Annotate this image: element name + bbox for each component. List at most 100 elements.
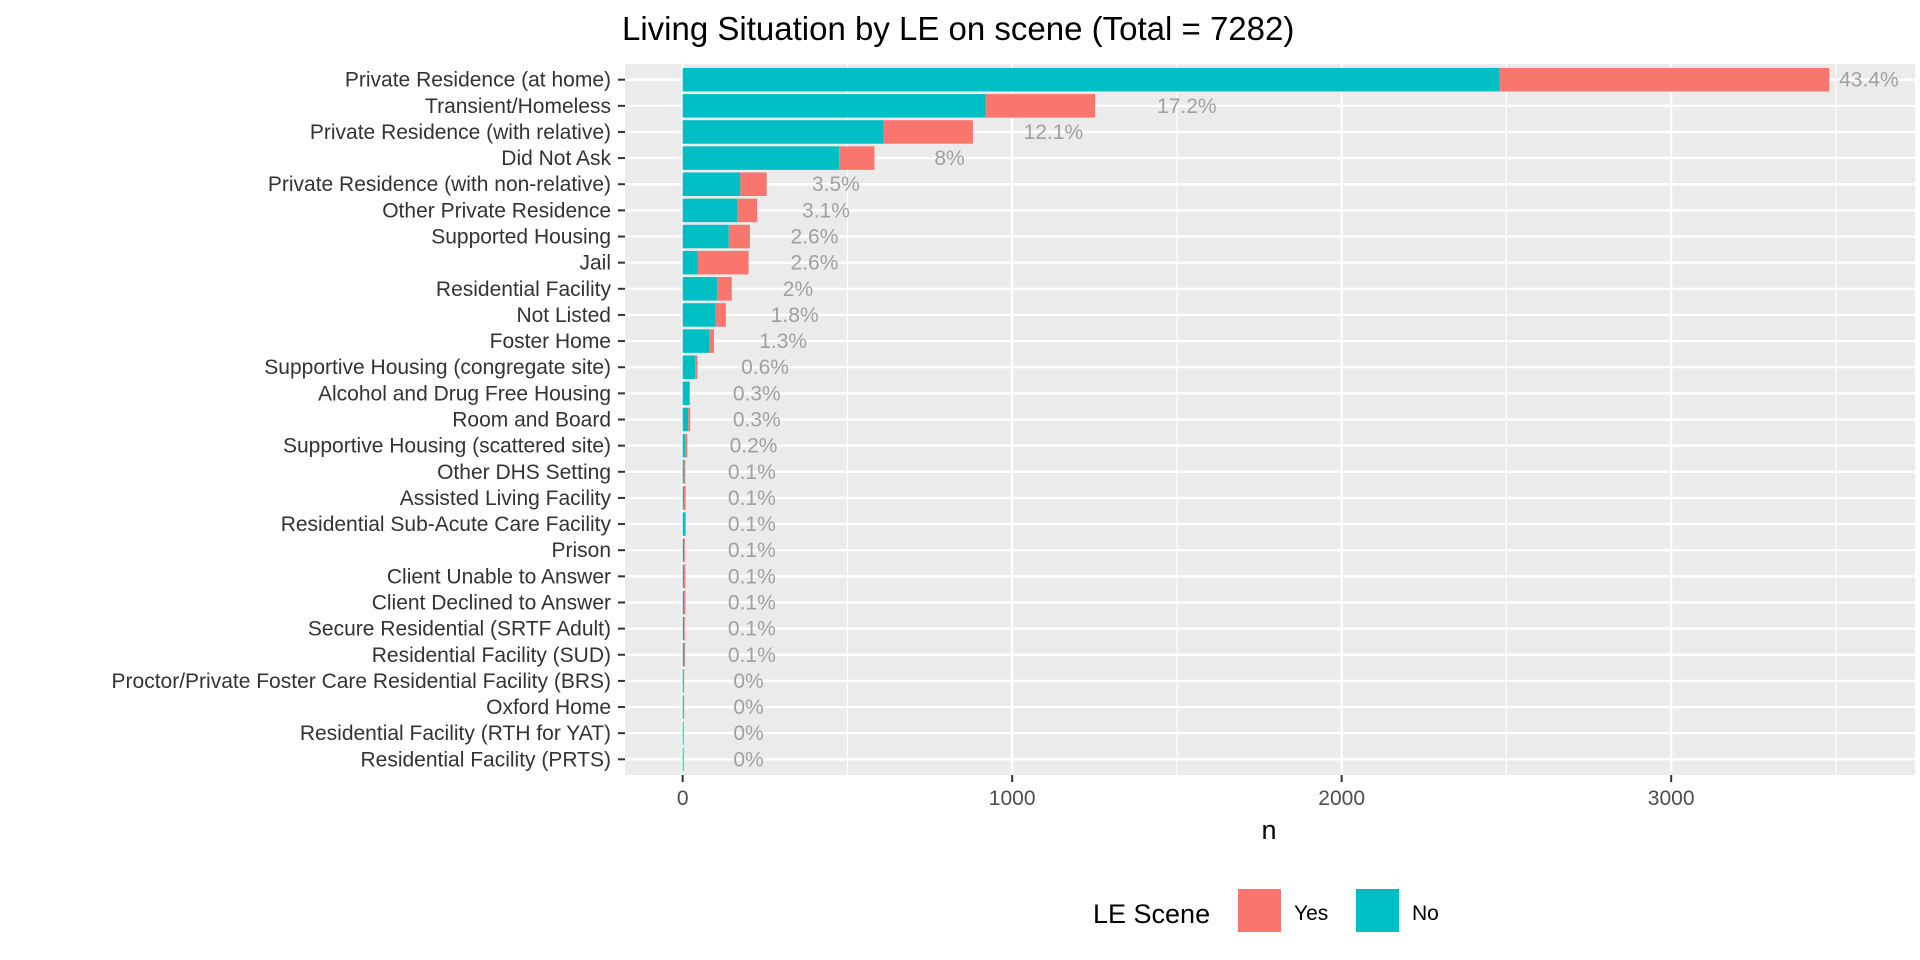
bar-no	[682, 146, 840, 170]
category-label: Residential Facility (RTH for YAT)	[300, 722, 611, 745]
category-label: Other DHS Setting	[437, 461, 611, 484]
bar-no	[682, 355, 696, 379]
pct-label: 0.1%	[728, 565, 776, 588]
chart-title: Living Situation by LE on scene (Total =…	[622, 10, 1294, 47]
bar-yes	[683, 538, 685, 562]
category-label: Prison	[551, 539, 611, 562]
x-tick-label: 1000	[989, 787, 1036, 810]
bar-no	[682, 642, 685, 667]
bar-no	[682, 616, 684, 641]
category-label: Supportive Housing (scattered site)	[283, 435, 611, 458]
pct-label: 0.2%	[730, 435, 778, 458]
legend-label-no: No	[1412, 902, 1439, 925]
bar-yes	[709, 329, 714, 353]
bar-no	[682, 250, 698, 275]
pct-label: 0.1%	[728, 644, 776, 667]
bar-no	[682, 564, 684, 589]
percentage-labels: 43.4% 17.2% 12.1% 8% 3.5% 3.1% 2.6% 2.6% 2% 1.8% 1…	[728, 69, 1899, 772]
category-label: Not Listed	[516, 304, 611, 327]
bar-yes	[683, 695, 685, 719]
category-label: Client Declined to Answer	[372, 591, 611, 614]
bar-yes	[715, 303, 726, 327]
category-label: Residential Facility (SUD)	[372, 644, 611, 667]
bar-yes	[1499, 67, 1830, 92]
bar-yes	[695, 355, 698, 379]
bar-yes	[689, 381, 691, 406]
category-label: Transient/Homeless	[425, 95, 611, 118]
bar-yes	[697, 250, 749, 275]
bar-yes	[683, 564, 686, 589]
bar-no	[682, 407, 689, 432]
pct-label: 0.3%	[733, 409, 781, 432]
x-tick-label: 2000	[1318, 787, 1365, 810]
bar-no	[682, 590, 684, 615]
bar-yes	[683, 486, 686, 510]
bar-yes	[682, 721, 684, 745]
category-label: Private Residence (at home)	[345, 69, 611, 92]
bar-no	[682, 669, 684, 693]
bar-no	[682, 120, 884, 144]
bar-no	[682, 224, 729, 249]
bar-no	[682, 695, 684, 719]
pct-label: 8%	[934, 147, 964, 170]
category-label: Supportive Housing (congregate site)	[264, 356, 611, 379]
bar-yes	[717, 277, 732, 301]
pct-label: 0.1%	[728, 487, 776, 510]
x-axis: 0 1000 2000 3000	[677, 775, 1695, 810]
pct-label: 12.1%	[1024, 121, 1084, 144]
x-axis-title: n	[1261, 815, 1276, 845]
category-label: Client Unable to Answer	[387, 565, 611, 588]
category-label: Residential Facility (PRTS)	[360, 748, 611, 771]
category-label: Secure Residential (SRTF Adult)	[308, 618, 611, 641]
pct-label: 0%	[733, 722, 763, 745]
bar-no	[682, 329, 710, 353]
category-label: Oxford Home	[486, 696, 611, 719]
y-axis: Private Residence (at home) Transient/Hom…	[112, 69, 625, 771]
category-label: Assisted Living Facility	[400, 487, 612, 510]
pct-label: 17.2%	[1157, 95, 1217, 118]
bar-no	[682, 381, 690, 406]
legend-key-no	[1356, 889, 1399, 932]
category-label: Room and Board	[452, 409, 611, 432]
category-label: Jail	[579, 252, 611, 275]
pct-label: 1.3%	[759, 330, 807, 353]
pct-label: 0.1%	[728, 513, 776, 536]
bar-no	[682, 94, 986, 118]
category-label: Private Residence (with relative)	[310, 121, 611, 144]
category-label: Did Not Ask	[501, 147, 611, 170]
pct-label: 0%	[733, 696, 763, 719]
legend-title: LE Scene	[1093, 899, 1210, 929]
legend-key-yes	[1238, 889, 1281, 932]
category-label: Proctor/Private Foster Care Residential …	[112, 670, 611, 693]
pct-label: 3.5%	[812, 173, 860, 196]
pct-label: 2%	[783, 278, 813, 301]
bar-yes	[688, 407, 691, 432]
pct-label: 0.1%	[728, 461, 776, 484]
bar-no	[682, 512, 685, 536]
bar-yes	[839, 146, 875, 170]
pct-label: 0%	[733, 670, 763, 693]
bar-no	[682, 538, 684, 562]
pct-label: 3.1%	[802, 199, 850, 222]
bar-yes	[683, 616, 685, 641]
category-label: Other Private Residence	[382, 199, 611, 222]
pct-label: 43.4%	[1839, 69, 1899, 92]
bar-no	[682, 460, 685, 484]
bar-no	[682, 172, 741, 197]
bar-no	[682, 303, 716, 327]
category-label: Foster Home	[490, 330, 611, 353]
category-label: Residential Facility	[436, 278, 612, 301]
category-label: Alcohol and Drug Free Housing	[318, 382, 611, 405]
bar-yes	[683, 669, 685, 693]
bar-no	[682, 277, 718, 301]
bar-yes	[684, 642, 686, 667]
pct-label: 0%	[733, 748, 763, 771]
pct-label: 0.1%	[728, 539, 776, 562]
bar-no	[682, 67, 1500, 92]
bar-no	[682, 198, 738, 223]
bar-yes	[683, 590, 686, 615]
legend-label-yes: Yes	[1294, 902, 1328, 925]
legend: LE Scene Yes No	[1093, 889, 1439, 932]
category-label: Residential Sub-Acute Care Facility	[281, 513, 612, 536]
